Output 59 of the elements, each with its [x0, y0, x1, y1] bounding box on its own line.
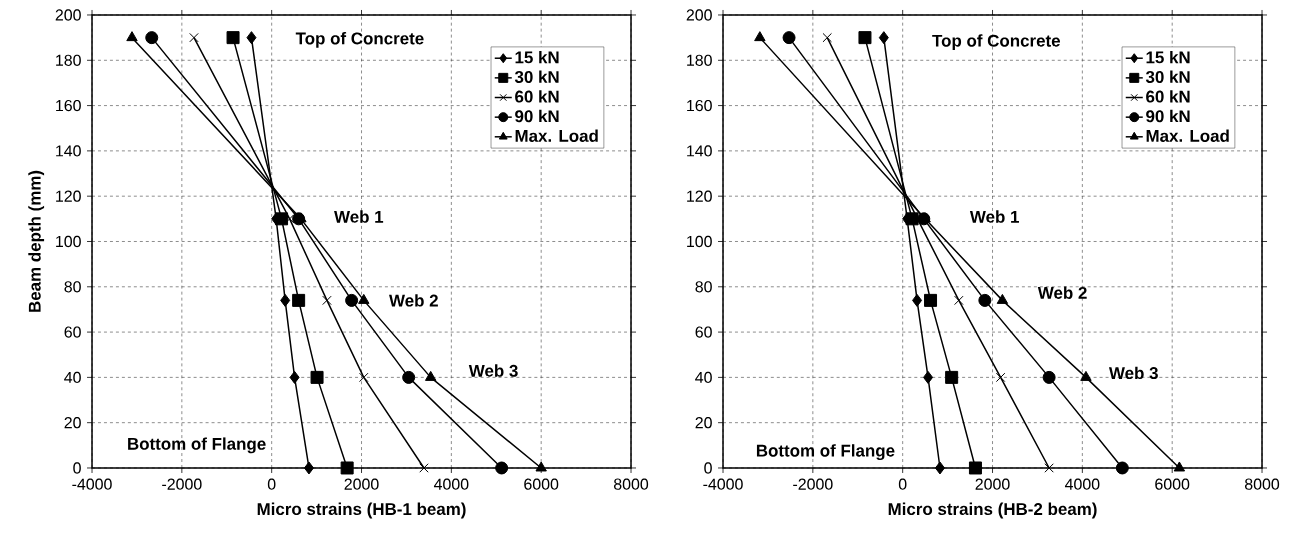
- y-tick-label: 140: [56, 145, 81, 157]
- y-tick-label: 80: [695, 281, 712, 293]
- y-tick-label: 100: [56, 235, 81, 248]
- x-tick-label: 8000: [613, 478, 649, 490]
- x-tick-label: 6000: [524, 478, 559, 490]
- y-tick-label: 20: [64, 417, 81, 429]
- legend-label: 30 kN: [514, 70, 559, 83]
- y-tick-label: 80: [64, 281, 81, 293]
- x-tick-label: 8000: [1244, 478, 1280, 490]
- annotation: Top of Concrete: [295, 32, 424, 48]
- y-tick-label: 140: [687, 145, 712, 157]
- x-axis-title: Micro strains (HB-1 beam): [257, 502, 466, 519]
- y-tick-label: 20: [695, 417, 712, 429]
- x-tick-label: 0: [898, 478, 907, 490]
- annotation: Web 3: [1108, 366, 1158, 380]
- y-tick-label: 180: [56, 54, 81, 66]
- x-tick-label: 4000: [1064, 478, 1100, 490]
- annotation: Bottom of Flange: [128, 437, 266, 454]
- annotation: Web 2: [389, 294, 438, 307]
- legend-label: 60 kN: [1146, 90, 1190, 103]
- x-tick-label: 6000: [1155, 478, 1190, 490]
- x-tick-label: -4000: [72, 478, 112, 490]
- y-tick-label: 180: [687, 54, 712, 66]
- x-tick-label: -4000: [703, 478, 743, 490]
- legend-label: Max. Load: [515, 129, 598, 142]
- legend-label: 90 kN: [1146, 109, 1190, 123]
- annotation: Web 3: [468, 364, 518, 377]
- y-tick-label: 100: [687, 235, 712, 248]
- x-tick-label: 0: [267, 478, 276, 490]
- y-tick-label: 200: [55, 9, 81, 21]
- y-tick-label: 40: [695, 371, 712, 384]
- x-tick-label: 2000: [344, 478, 379, 490]
- y-tick-label: 0: [73, 462, 81, 474]
- legend-label: 90 kN: [515, 109, 559, 123]
- annotation: Web 1: [334, 210, 384, 223]
- legend-label: 30 kN: [1145, 70, 1190, 83]
- y-tick-label: 0: [704, 462, 712, 474]
- y-tick-label: 40: [64, 371, 81, 384]
- y-tick-label: 200: [686, 9, 712, 21]
- legend-label: 60 kN: [515, 90, 559, 103]
- y-axis-title: Beam depth (mm): [28, 170, 45, 312]
- x-tick-label: 2000: [975, 478, 1010, 490]
- x-tick-label: -2000: [793, 478, 833, 490]
- x-tick-label: -2000: [162, 478, 202, 490]
- y-tick-label: 60: [695, 326, 712, 338]
- annotation: Web 2: [1037, 286, 1087, 299]
- y-tick-label: 120: [687, 190, 712, 202]
- y-tick-label: 160: [687, 99, 712, 112]
- legend-label: 15 kN: [1146, 50, 1190, 64]
- x-tick-label: 4000: [433, 478, 469, 490]
- y-tick-label: 120: [56, 190, 81, 202]
- y-tick-label: 60: [64, 326, 81, 338]
- y-tick-label: 160: [56, 99, 81, 112]
- x-axis-title: Micro strains (HB-2 beam): [888, 502, 1097, 519]
- annotation: Web 1: [969, 210, 1019, 223]
- legend-label: 15 kN: [515, 50, 559, 64]
- legend-label: Max. Load: [1146, 129, 1229, 142]
- annotation: Top of Concrete: [932, 34, 1061, 51]
- annotation: Bottom of Flange: [756, 444, 895, 461]
